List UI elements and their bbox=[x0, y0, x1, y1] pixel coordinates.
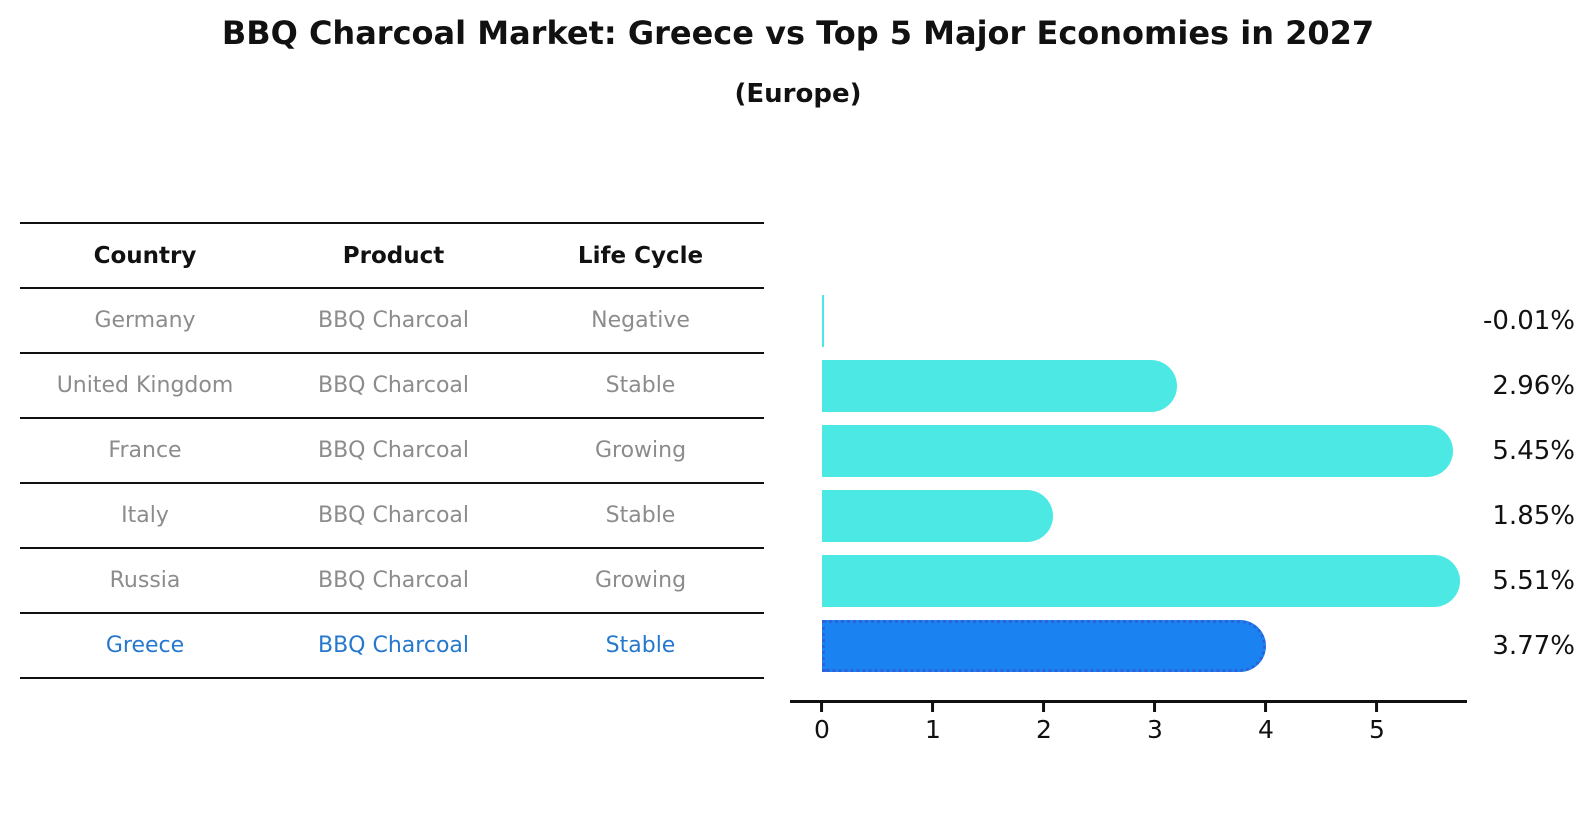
table-header-row: Country Product Life Cycle bbox=[20, 224, 764, 289]
bar-italy bbox=[822, 490, 1053, 542]
bar-united-kingdom bbox=[822, 360, 1177, 412]
cell-country: Russia bbox=[109, 568, 181, 593]
column-header-life-cycle: Life Cycle bbox=[577, 242, 704, 269]
bar-value-label-germany: -0.01% bbox=[1483, 306, 1575, 336]
cell-country: Germany bbox=[94, 308, 196, 333]
chart-title: BBQ Charcoal Market: Greece vs Top 5 Maj… bbox=[221, 14, 1375, 52]
table-row-greece: Greece BBQ Charcoal Stable bbox=[20, 614, 764, 679]
tick-label: 2 bbox=[1036, 715, 1052, 744]
bar-greece bbox=[822, 620, 1266, 672]
chart-subtitle: (Europe) bbox=[734, 79, 862, 109]
x-axis-ticks: 0 1 2 3 4 5 bbox=[814, 701, 1522, 761]
column-header-country: Country bbox=[93, 242, 197, 269]
cell-product: BBQ Charcoal bbox=[318, 308, 469, 333]
cell-life-cycle: Stable bbox=[605, 373, 676, 398]
cell-life-cycle: Growing bbox=[594, 438, 687, 463]
bar-row-russia: 5.51% bbox=[822, 555, 1575, 607]
table-row-france: France BBQ Charcoal Growing bbox=[20, 419, 764, 484]
bar-row-italy: 1.85% bbox=[822, 490, 1575, 542]
bar-value-label-russia: 5.51% bbox=[1492, 566, 1575, 596]
bar-row-greece: 3.77% bbox=[822, 620, 1575, 672]
table-row-united-kingdom: United Kingdom BBQ Charcoal Stable bbox=[20, 354, 764, 419]
bar-france bbox=[822, 425, 1453, 477]
table-row-russia: Russia BBQ Charcoal Growing bbox=[20, 549, 764, 614]
cell-life-cycle: Stable bbox=[605, 503, 676, 528]
x-tick-5: 5 bbox=[1369, 701, 1385, 744]
cell-country: France bbox=[108, 438, 182, 463]
tick-label: 3 bbox=[1147, 715, 1163, 744]
cell-country: Greece bbox=[105, 633, 185, 658]
tick-label: 1 bbox=[925, 715, 941, 744]
tick-mark bbox=[1042, 701, 1046, 712]
bar-row-germany: -0.01% bbox=[822, 295, 1575, 347]
table-row-italy: Italy BBQ Charcoal Stable bbox=[20, 484, 764, 549]
cell-country: United Kingdom bbox=[56, 373, 234, 398]
bar-row-france: 5.45% bbox=[822, 425, 1575, 477]
x-tick-1: 1 bbox=[925, 701, 941, 744]
tick-label: 0 bbox=[814, 715, 830, 744]
table-row-germany: Germany BBQ Charcoal Negative bbox=[20, 289, 764, 354]
country-table: Country Product Life Cycle Germany BBQ C… bbox=[20, 222, 764, 679]
cell-product: BBQ Charcoal bbox=[318, 633, 469, 658]
tick-mark bbox=[1375, 701, 1379, 712]
bar-germany bbox=[822, 295, 824, 347]
tick-label: 5 bbox=[1369, 715, 1385, 744]
bar-value-label-italy: 1.85% bbox=[1492, 501, 1575, 531]
cell-product: BBQ Charcoal bbox=[318, 373, 469, 398]
cell-country: Italy bbox=[121, 503, 169, 528]
bar-value-label-france: 5.45% bbox=[1492, 436, 1575, 466]
cell-life-cycle: Negative bbox=[591, 308, 690, 333]
cell-life-cycle: Growing bbox=[594, 568, 687, 593]
x-tick-2: 2 bbox=[1036, 701, 1052, 744]
tick-label: 4 bbox=[1258, 715, 1274, 744]
cell-life-cycle: Stable bbox=[605, 633, 676, 658]
column-header-product: Product bbox=[342, 242, 445, 269]
tick-mark bbox=[1264, 701, 1268, 712]
tick-mark bbox=[820, 701, 824, 712]
x-tick-0: 0 bbox=[814, 701, 830, 744]
bar-russia bbox=[822, 555, 1460, 607]
x-tick-3: 3 bbox=[1147, 701, 1163, 744]
bar-value-label-greece: 3.77% bbox=[1492, 631, 1575, 661]
x-tick-4: 4 bbox=[1258, 701, 1274, 744]
tick-mark bbox=[931, 701, 935, 712]
tick-mark bbox=[1153, 701, 1157, 712]
cell-product: BBQ Charcoal bbox=[318, 503, 469, 528]
cell-product: BBQ Charcoal bbox=[318, 568, 469, 593]
cell-product: BBQ Charcoal bbox=[318, 438, 469, 463]
x-axis-line bbox=[790, 700, 1467, 703]
bar-value-label-united-kingdom: 2.96% bbox=[1492, 371, 1575, 401]
bar-row-united-kingdom: 2.96% bbox=[822, 360, 1575, 412]
